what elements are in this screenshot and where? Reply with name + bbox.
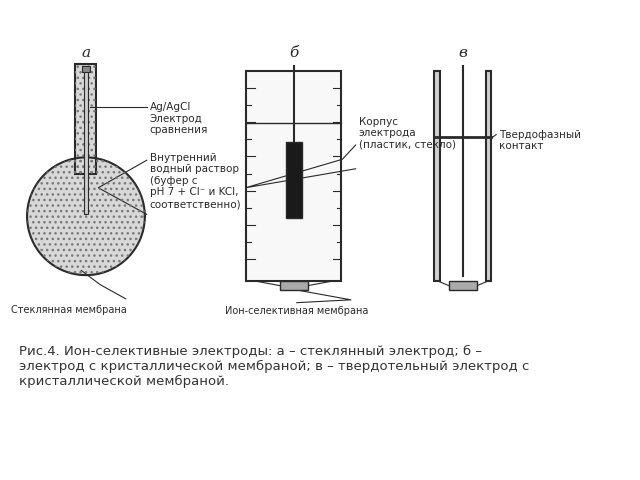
- Bar: [280, 281, 308, 290]
- Text: Стеклянная мембрана: Стеклянная мембрана: [11, 305, 127, 314]
- Polygon shape: [27, 157, 145, 275]
- Text: б: б: [289, 46, 298, 60]
- Bar: [246, 71, 341, 281]
- Text: Рис.4. Ион-селективные электроды: а – стеклянный электрод; б –
электрод с криста: Рис.4. Ион-селективные электроды: а – ст…: [19, 345, 530, 388]
- Text: Ag/AgCl
Электрод
сравнения: Ag/AgCl Электрод сравнения: [150, 102, 208, 135]
- Bar: [82, 66, 90, 72]
- Text: Ион-селективная мембрана: Ион-селективная мембрана: [225, 306, 369, 316]
- Text: Корпус
электрода
(пластик, стекло): Корпус электрода (пластик, стекло): [358, 117, 456, 150]
- Bar: [76, 64, 97, 174]
- Text: Внутренний
водный раствор
(буфер с
pH 7 + Cl⁻ и KCl,
соответственно): Внутренний водный раствор (буфер с pH 7 …: [150, 153, 241, 209]
- Bar: [486, 71, 492, 281]
- Bar: [435, 71, 440, 281]
- Text: в: в: [458, 46, 467, 60]
- Text: Твердофазный
контакт: Твердофазный контакт: [499, 130, 581, 151]
- Bar: [76, 64, 97, 174]
- Bar: [286, 142, 301, 218]
- Text: а: а: [81, 46, 90, 60]
- Bar: [449, 281, 477, 290]
- Bar: [84, 66, 88, 215]
